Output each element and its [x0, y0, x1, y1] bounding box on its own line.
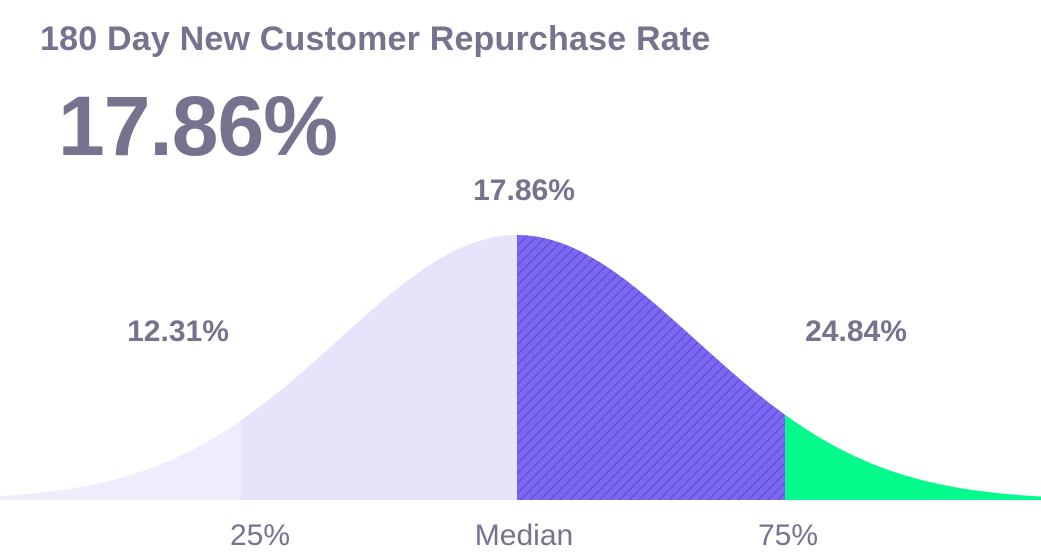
- label-median-value: 17.86%: [473, 174, 575, 207]
- label-25th-percentile-value: 12.31%: [127, 315, 229, 348]
- segment-above-75: [785, 414, 1041, 500]
- segment-median-to-75: [517, 235, 785, 500]
- headline-value: 17.86%: [58, 79, 338, 173]
- distribution-segments: [0, 235, 1041, 500]
- tick-label-75: 75%: [758, 519, 818, 552]
- chart-title: 180 Day New Customer Repurchase Rate: [40, 20, 711, 58]
- segment-25-to-median: [241, 235, 517, 500]
- distribution-labels: 12.31% 17.86% 24.84% 25% Median 75%: [127, 174, 907, 552]
- tick-label-median: Median: [475, 519, 573, 552]
- label-75th-percentile-value: 24.84%: [805, 315, 907, 348]
- tick-label-25: 25%: [230, 519, 290, 552]
- segment-below-25: [0, 420, 241, 500]
